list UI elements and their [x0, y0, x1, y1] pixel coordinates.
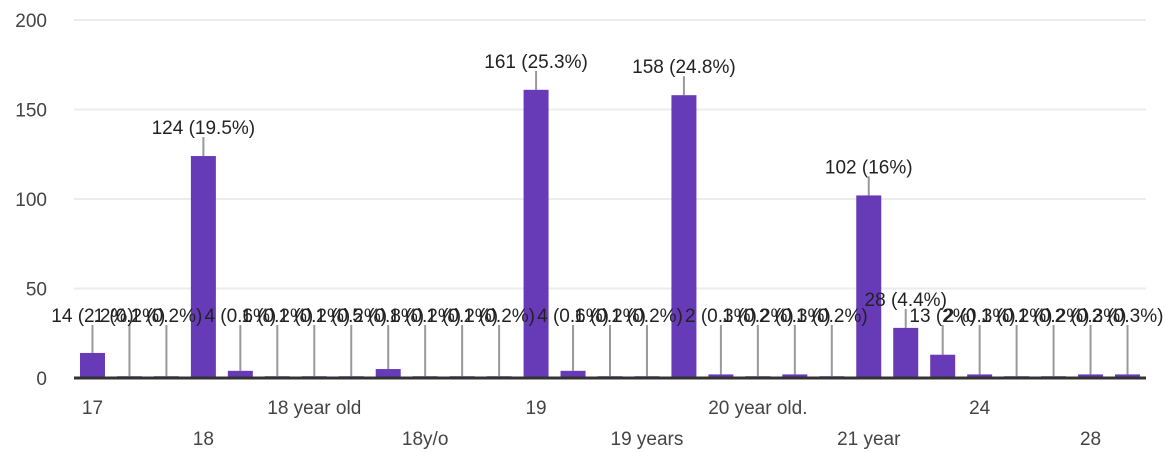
- bar: [375, 369, 401, 378]
- data-label: 1 (0.2%): [241, 306, 313, 327]
- y-tick-label: 200: [15, 11, 47, 32]
- y-axis: 0 50 100 150 200: [15, 11, 47, 390]
- x-tick-label: 18: [193, 429, 214, 450]
- data-label: 28 (4.4%): [865, 290, 947, 311]
- x-tick-label: 19: [525, 398, 546, 419]
- x-tick-label: 24: [969, 398, 991, 419]
- x-tick-label: 18 year old: [267, 398, 361, 419]
- data-label: 1 (0.2%): [463, 306, 535, 327]
- data-labels: 14 (2.2%)1 (0.2%)1 (0.2%)124 (19.5%)4 (0…: [51, 52, 1163, 327]
- data-label: 1 (0.2%): [426, 306, 498, 327]
- data-label: 1 (0.2%): [722, 306, 794, 327]
- x-tick-label: 20 year old.: [708, 398, 807, 419]
- data-label: 2 (0.3%): [759, 306, 831, 327]
- data-label: 1 (0.2%): [131, 306, 203, 327]
- data-label: 1 (0.2%): [1018, 306, 1090, 327]
- data-label: 5 (0.8%): [352, 306, 424, 327]
- gridlines: [74, 19, 1146, 290]
- data-label: 13 (2%): [909, 306, 976, 327]
- bar: [930, 354, 956, 378]
- x-tick-label: 19 years: [611, 429, 684, 450]
- bar: [967, 374, 993, 378]
- data-label: 102 (16%): [825, 157, 913, 178]
- y-tick-label: 150: [15, 101, 47, 122]
- y-tick-label: 100: [15, 190, 47, 211]
- bar: [523, 89, 549, 378]
- data-label: 161 (25.3%): [484, 52, 588, 73]
- x-tick-label: 18y/o: [402, 429, 448, 450]
- data-label: 14 (2.2%): [51, 306, 133, 327]
- bar: [856, 195, 882, 378]
- data-label: 1 (0.2%): [796, 306, 868, 327]
- bar: [227, 370, 253, 378]
- data-label: 124 (19.5%): [152, 118, 256, 139]
- bar: [79, 352, 105, 378]
- data-label: 1 (0.2%): [389, 306, 461, 327]
- label-connectors: [91, 70, 1129, 377]
- x-tick-label: 28: [1080, 429, 1101, 450]
- bar: [671, 95, 697, 379]
- bar: [560, 370, 586, 378]
- data-label: 2 (0.3%): [685, 306, 757, 327]
- x-axis: 17 18 18 year old 18y/o 19 19 years 20 year ol…: [82, 398, 1101, 450]
- data-label: 158 (24.8%): [632, 57, 736, 78]
- data-label: 4 (0.6%): [537, 306, 609, 327]
- bar: [708, 374, 734, 378]
- bars: [79, 89, 1141, 379]
- data-label: 1 (0.2%): [981, 306, 1053, 327]
- data-label: 1 (0.2%): [278, 306, 350, 327]
- x-tick-label: 21 year: [837, 429, 901, 450]
- x-tick-label: 17: [82, 398, 103, 419]
- data-label: 1 (0.2%): [94, 306, 166, 327]
- bar: [1078, 374, 1104, 378]
- bar: [190, 156, 216, 378]
- data-label: 2 (0.3%): [944, 306, 1016, 327]
- data-label: 4 (0.6%): [204, 306, 276, 327]
- bar: [782, 374, 808, 378]
- data-label: 1 (0.2%): [315, 306, 387, 327]
- data-label: 2 (0.3%): [1055, 306, 1127, 327]
- y-tick-label: 0: [36, 369, 47, 390]
- bar: [1115, 374, 1141, 378]
- data-label: 1 (0.2%): [611, 306, 683, 327]
- data-label: 2 (0.3%): [1092, 306, 1164, 327]
- data-label: 1 (0.2%): [574, 306, 646, 327]
- bar: [893, 327, 919, 378]
- y-tick-label: 50: [26, 280, 47, 301]
